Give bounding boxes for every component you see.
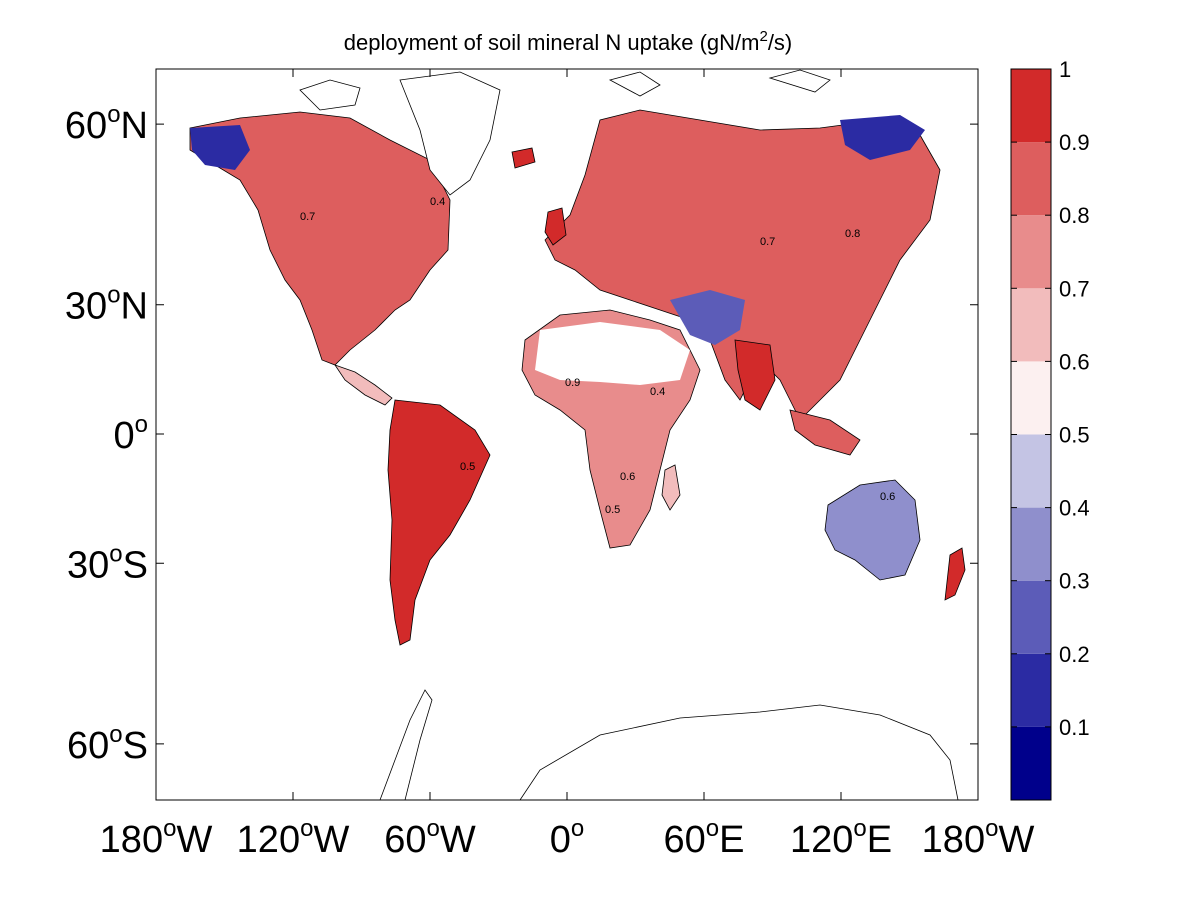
colorbar: 0.1 0.2 0.3 0.4 0.5 0.6 0.7 0.8 0.9 1 [1010, 57, 1090, 801]
x-tick-label: 60oE [664, 815, 745, 861]
x-axis: 180oW 120oW 60oW 0o 60oE 120oE 180oW [100, 69, 1035, 861]
contour-label: 0.6 [880, 491, 895, 503]
landmass-britain [544, 207, 567, 246]
colorbar-segment [1011, 288, 1051, 362]
landmass-southeast-asia [789, 409, 861, 456]
colorbar-segment [1011, 653, 1051, 727]
contour-label: 0.8 [845, 228, 860, 240]
low-value-region [840, 115, 925, 160]
landmass-madagascar [661, 464, 681, 511]
colorbar-tick-label: 0.2 [1059, 642, 1090, 667]
contour-label: 0.7 [760, 236, 775, 248]
landmass-india [734, 339, 776, 411]
colorbar-tick-label: 0.9 [1059, 130, 1090, 155]
y-tick-label: 30oS [67, 540, 148, 586]
y-tick-label: 60oN [65, 101, 148, 147]
y-tick-label: 60oS [67, 721, 148, 767]
colorbar-segment [1011, 434, 1051, 508]
colorbar-tick-label: 0.1 [1059, 715, 1090, 740]
landmass-eurasia [544, 109, 941, 421]
colorbar-segment [1011, 580, 1051, 654]
landmass-arctic-islands [299, 69, 831, 111]
colorbar-tick-label: 0.6 [1059, 349, 1090, 374]
landmass-iceland [511, 147, 536, 169]
map-title: deployment of soil mineral N uptake (gN/… [344, 28, 793, 55]
contour-label: 0.9 [565, 377, 580, 389]
x-tick-label: 180oW [100, 815, 213, 861]
landmass-antarctic-peninsula [379, 689, 433, 801]
landmass-central-america [334, 364, 393, 406]
contour-labels: 0.4 0.5 0.6 0.7 0.8 0.9 0.4 0.5 0.6 0.7 [300, 196, 895, 516]
x-tick-label: 120oE [790, 815, 892, 861]
colorbar-segment [1011, 361, 1051, 435]
colorbar-segment [1011, 142, 1051, 216]
colorbar-tick-label: 0.3 [1059, 569, 1090, 594]
contour-label: 0.5 [605, 504, 620, 516]
contour-label: 0.5 [460, 461, 475, 473]
x-tick-label: 60oW [384, 815, 476, 861]
landmass-australia [824, 479, 921, 581]
landmass-south-america [387, 399, 491, 646]
colorbar-segment [1011, 69, 1051, 143]
y-axis: 60oN 30oN 0o 30oS 60oS [65, 101, 978, 767]
contour-label: 0.6 [620, 471, 635, 483]
contour-label: 0.7 [300, 211, 315, 223]
x-tick-label: 0o [550, 815, 585, 861]
colorbar-tick-label: 0.7 [1059, 276, 1090, 301]
landmass-new-zealand [944, 547, 966, 601]
x-tick-label: 120oW [237, 815, 350, 861]
colorbar-segment [1011, 726, 1051, 800]
colorbar-tick-label: 0.8 [1059, 203, 1090, 228]
colorbar-segment [1011, 215, 1051, 289]
landmass-antarctica [519, 704, 959, 801]
landmass-greenland [399, 71, 501, 196]
colorbar-tick-label: 0.4 [1059, 496, 1090, 521]
contour-label: 0.4 [650, 386, 665, 398]
y-tick-label: 0o [114, 411, 149, 457]
x-tick-label: 180oW [922, 815, 1035, 861]
colorbar-tick-label: 1 [1059, 57, 1071, 82]
world-map-icon [189, 69, 966, 801]
colorbar-segment [1011, 507, 1051, 581]
y-tick-label: 30oN [65, 282, 148, 328]
low-value-region [190, 125, 250, 170]
low-value-region [670, 290, 745, 345]
contour-label: 0.4 [430, 196, 445, 208]
landmass-north-america [189, 111, 451, 366]
desert-patch [535, 322, 690, 385]
colorbar-tick-label: 0.5 [1059, 423, 1090, 448]
